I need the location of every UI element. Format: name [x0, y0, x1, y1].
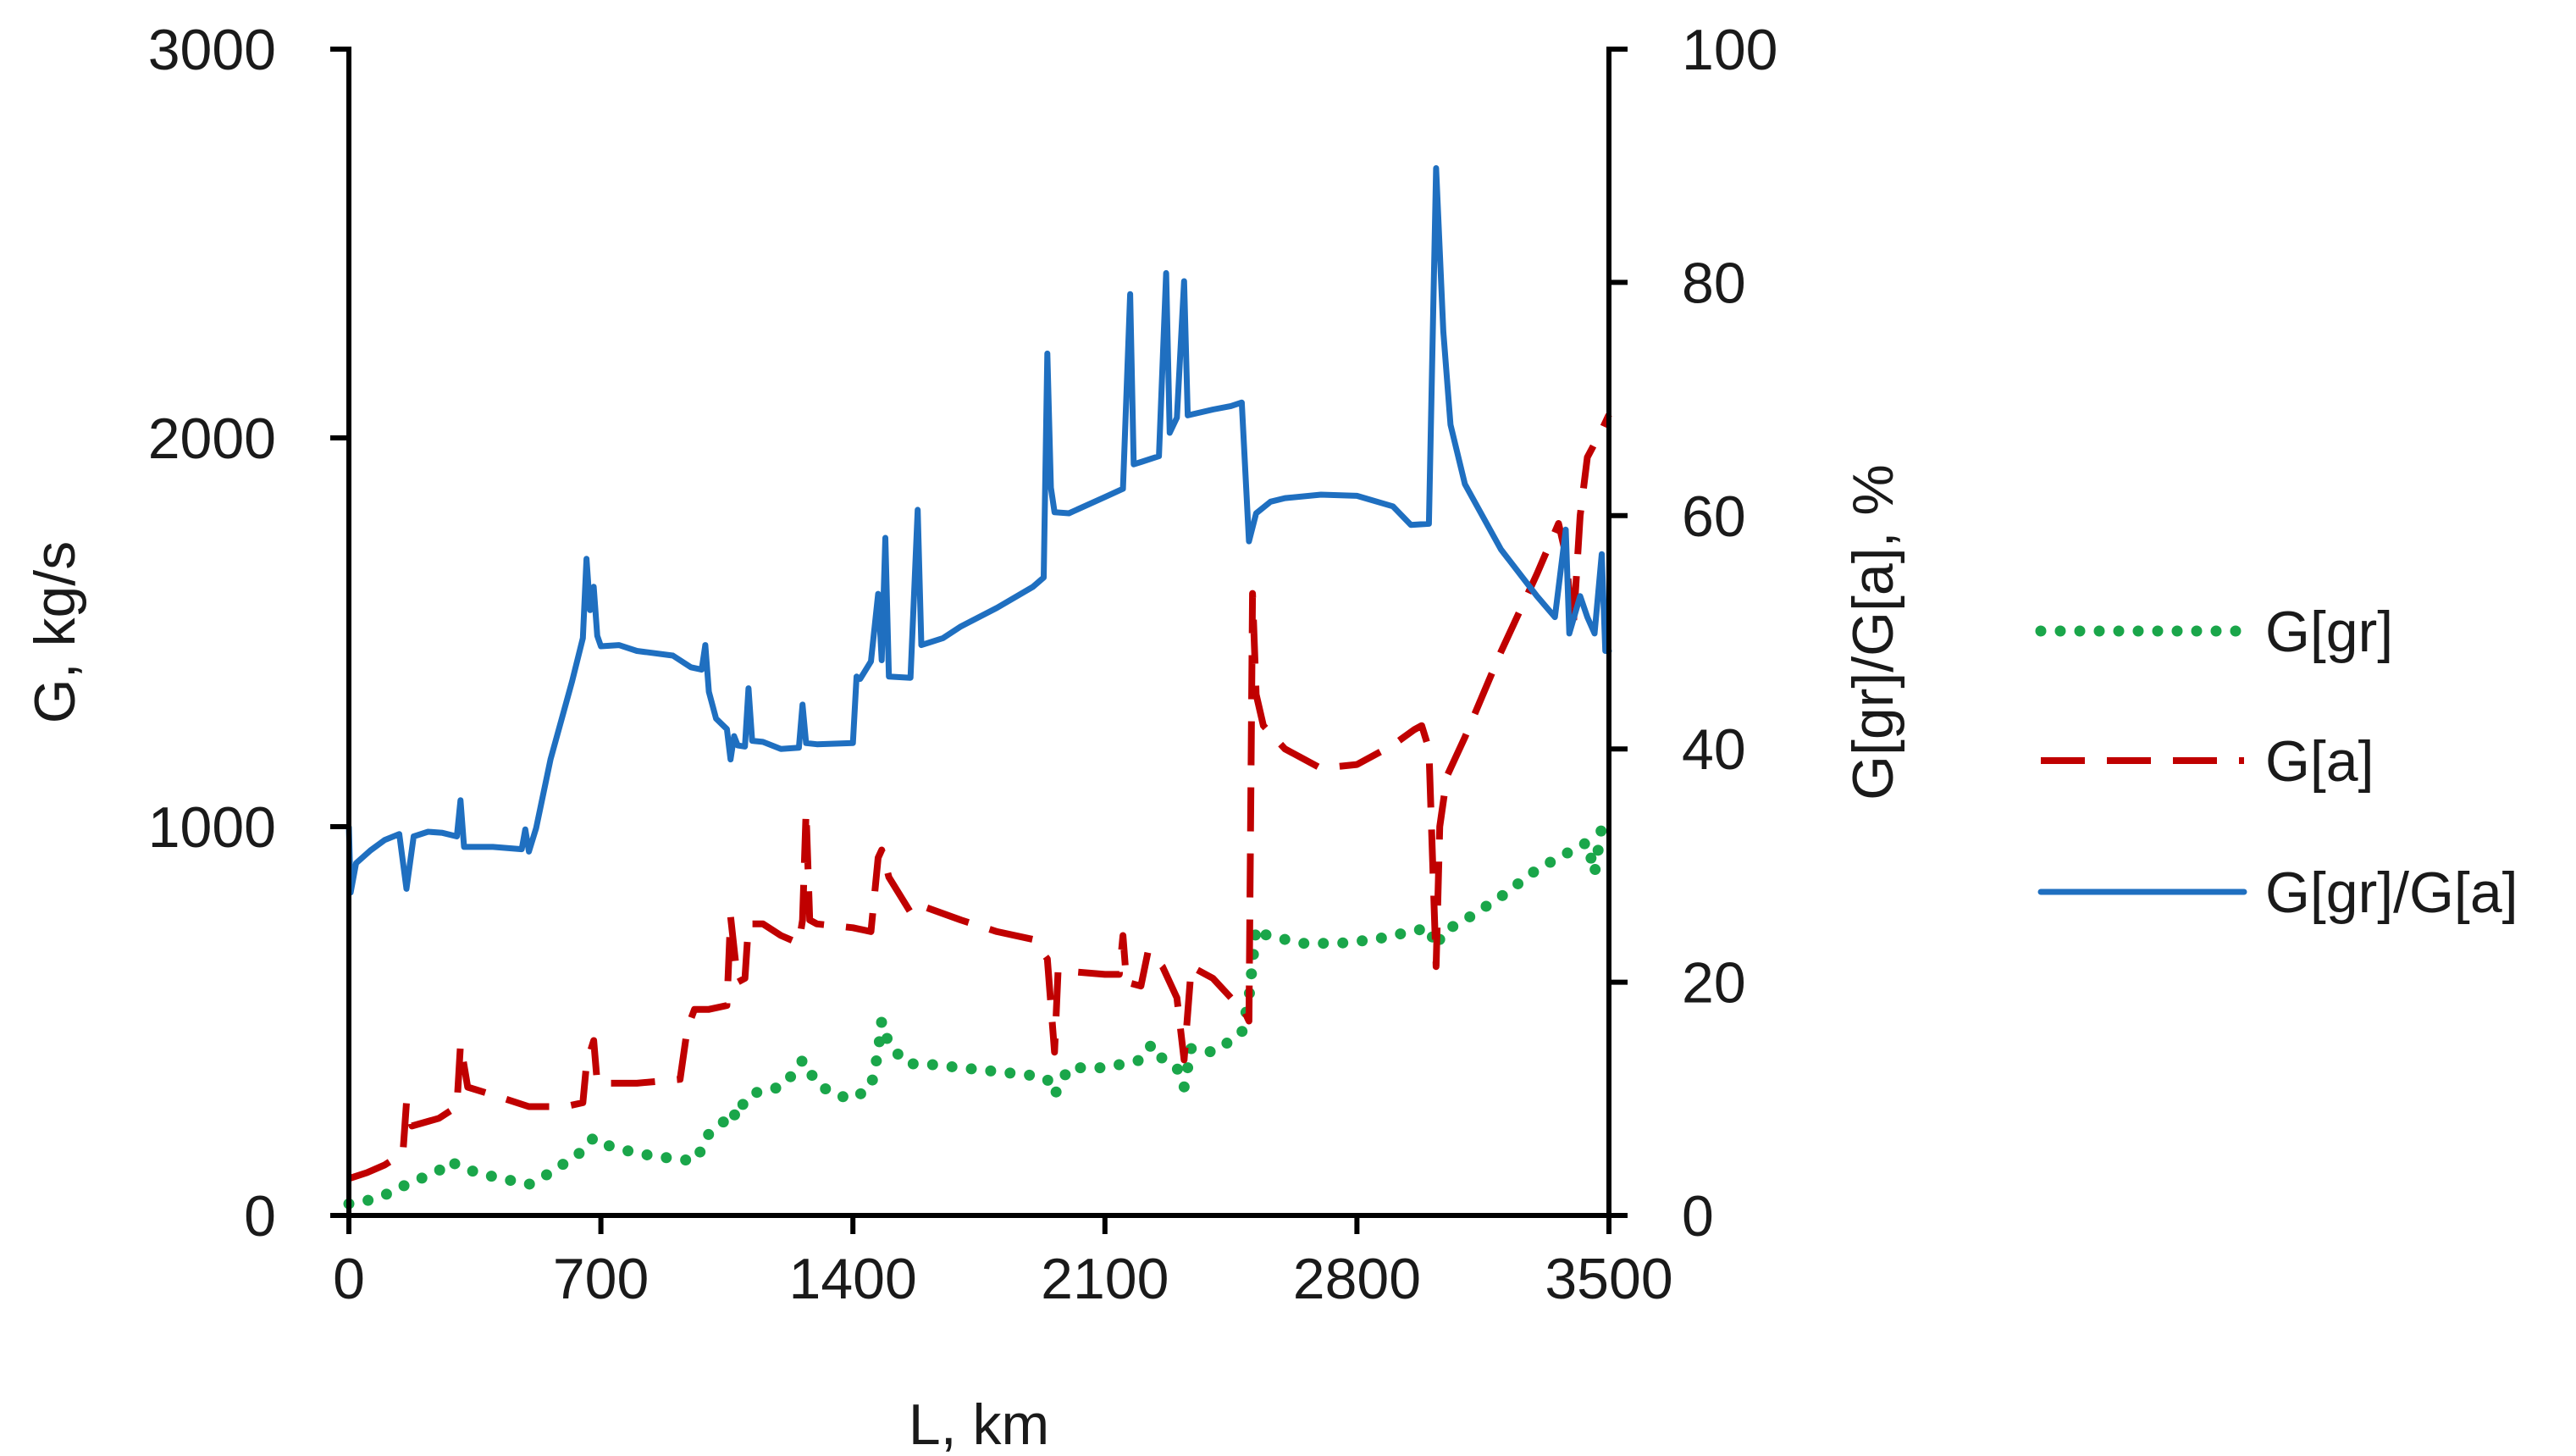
y-axis-left-title: G, kg/s: [23, 541, 87, 723]
x-axis-title: L, km: [909, 1392, 1049, 1456]
x-tick-label: 2100: [1041, 1247, 1169, 1311]
y-axis-right-title: G[gr]/G[a], %: [1841, 464, 1905, 800]
y-right-tick-label: 80: [1682, 251, 1746, 315]
series-line-g-gr: [343, 817, 1615, 1210]
x-tick-label: 700: [553, 1247, 649, 1311]
x-tick-label: 0: [333, 1247, 365, 1311]
y-right-tick-label: 60: [1682, 484, 1746, 549]
y-left-tick-label: 3000: [148, 18, 276, 82]
x-tick-label: 2800: [1293, 1247, 1421, 1311]
y-left-tick-label: 2000: [148, 407, 276, 471]
y-left-tick-label: 0: [244, 1184, 276, 1248]
plot-area: [343, 165, 1615, 1210]
x-tick-label: 3500: [1545, 1247, 1672, 1311]
y-right-tick-label: 20: [1682, 951, 1746, 1016]
y-left-tick-label: 1000: [148, 795, 276, 860]
legend-label-g-a: G[a]: [2265, 729, 2374, 794]
series-line-g-a: [347, 412, 1612, 1182]
legend-label-g-gr-g-a: G[gr]/G[a]: [2265, 861, 2518, 925]
legend: G[gr] G[a] G[gr]/G[a]: [2035, 600, 2518, 925]
x-tick-label: 1400: [789, 1247, 917, 1311]
y-right-tick-label: 100: [1682, 18, 1777, 82]
legend-label-g-gr: G[gr]: [2265, 600, 2393, 664]
y-right-tick-label: 0: [1682, 1184, 1714, 1248]
axes: 0 700 1400 2100 2800 350001000200030000204060…: [23, 18, 1905, 1456]
series-line-g-gr-g-a: [345, 165, 1612, 896]
y-right-tick-label: 40: [1682, 717, 1746, 782]
